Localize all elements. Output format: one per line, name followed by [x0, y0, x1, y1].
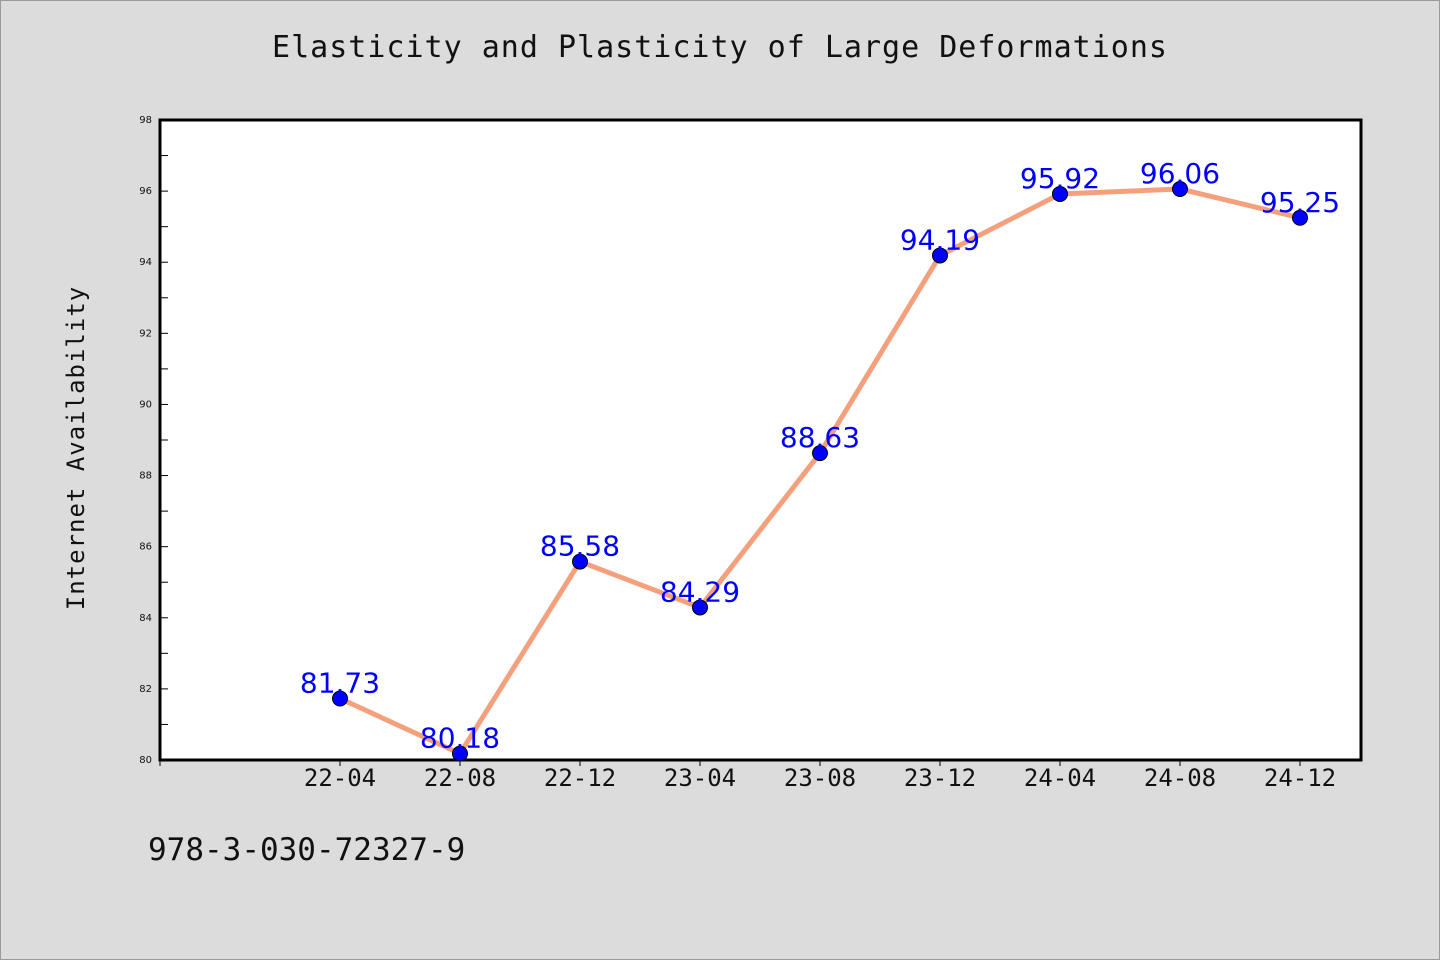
data-label: 81.73 — [300, 666, 380, 699]
data-point — [1172, 180, 1188, 197]
data-point — [452, 745, 468, 762]
data-point — [692, 599, 708, 616]
y-tick-label: 90 — [139, 399, 152, 410]
y-tick-label: 80 — [139, 755, 152, 766]
x-tick-label: 23-08 — [784, 764, 856, 792]
y-tick-label: 88 — [139, 471, 152, 482]
data-point — [1052, 185, 1068, 202]
data-label: 84.29 — [660, 575, 740, 608]
data-point — [1292, 209, 1308, 226]
data-label: 95.25 — [1260, 186, 1340, 219]
y-tick-label: 86 — [139, 542, 152, 553]
chart-title: Elasticity and Plasticity of Large Defor… — [272, 30, 1168, 65]
data-label: 80.18 — [420, 722, 500, 755]
y-tick-label: 82 — [139, 684, 152, 695]
data-label: 88.63 — [780, 421, 860, 454]
x-tick-label: 22-04 — [304, 764, 376, 792]
data-point — [812, 445, 828, 462]
x-tick-label: 22-08 — [424, 764, 496, 792]
plot-area — [160, 120, 1361, 760]
data-label: 96.06 — [1140, 157, 1220, 190]
data-point — [332, 690, 348, 707]
data-label: 95.92 — [1020, 162, 1100, 195]
x-tick-label: 24-04 — [1024, 764, 1096, 792]
data-label: 85.58 — [540, 530, 620, 563]
data-point — [572, 553, 588, 570]
y-tick-label: 96 — [139, 186, 152, 197]
x-tick-label: 23-12 — [904, 764, 976, 792]
x-tick-label: 22-12 — [544, 764, 616, 792]
footer-isbn: 978-3-030-72327-9 — [148, 832, 466, 868]
data-label: 94.19 — [900, 223, 980, 256]
y-tick-label: 84 — [139, 613, 152, 624]
x-tick-label: 24-08 — [1144, 764, 1216, 792]
y-tick-label: 94 — [139, 257, 152, 268]
y-tick-label: 98 — [139, 115, 152, 126]
x-tick-label: 24-12 — [1264, 764, 1336, 792]
y-tick-label: 92 — [139, 328, 152, 339]
data-point — [932, 247, 948, 264]
x-tick-label: 23-04 — [664, 764, 736, 792]
